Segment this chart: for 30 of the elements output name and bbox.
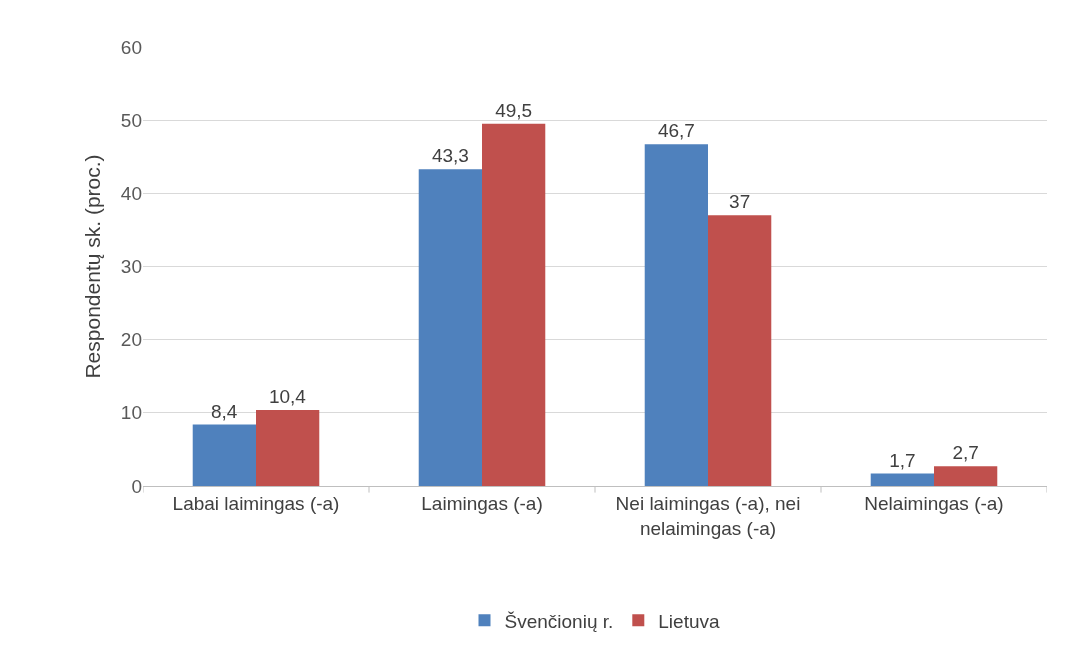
data-label: 1,7 (889, 449, 916, 471)
y-tick-label: 0 (131, 475, 142, 497)
y-tick-label: 50 (120, 109, 142, 131)
y-axis-title: Respondentų sk. (proc.) (81, 154, 105, 379)
data-label: 43,3 (431, 145, 469, 167)
legend-label: Švenčionių r. (504, 610, 614, 632)
bar (870, 473, 934, 486)
bar (192, 424, 256, 486)
data-label: 2,7 (952, 442, 979, 464)
x-tick-label: Laimingas (-a) (421, 492, 543, 514)
y-tick-label: 60 (120, 36, 142, 58)
bar (256, 409, 320, 486)
bar (418, 169, 482, 486)
bar (644, 144, 708, 486)
x-tick-label: Nei laimingas (-a), nei nelaimingas (-a) (615, 492, 801, 539)
bar (482, 123, 546, 486)
y-tick-label: 40 (120, 182, 142, 204)
bar (934, 466, 998, 486)
data-label: 46,7 (657, 120, 695, 142)
data-label: 49,5 (495, 99, 533, 121)
x-tick-label: Labai laimingas (-a) (172, 492, 340, 514)
x-tick-label: Nelaimingas (-a) (864, 492, 1004, 514)
y-tick-label: 30 (120, 256, 142, 278)
y-tick-label: 20 (120, 329, 142, 351)
data-label: 10,4 (268, 385, 307, 407)
y-tick-label: 10 (120, 402, 142, 424)
bar (708, 215, 772, 486)
data-label: 8,4 (210, 400, 238, 422)
data-label: 37 (729, 191, 751, 213)
legend-label: Lietuva (658, 610, 720, 632)
